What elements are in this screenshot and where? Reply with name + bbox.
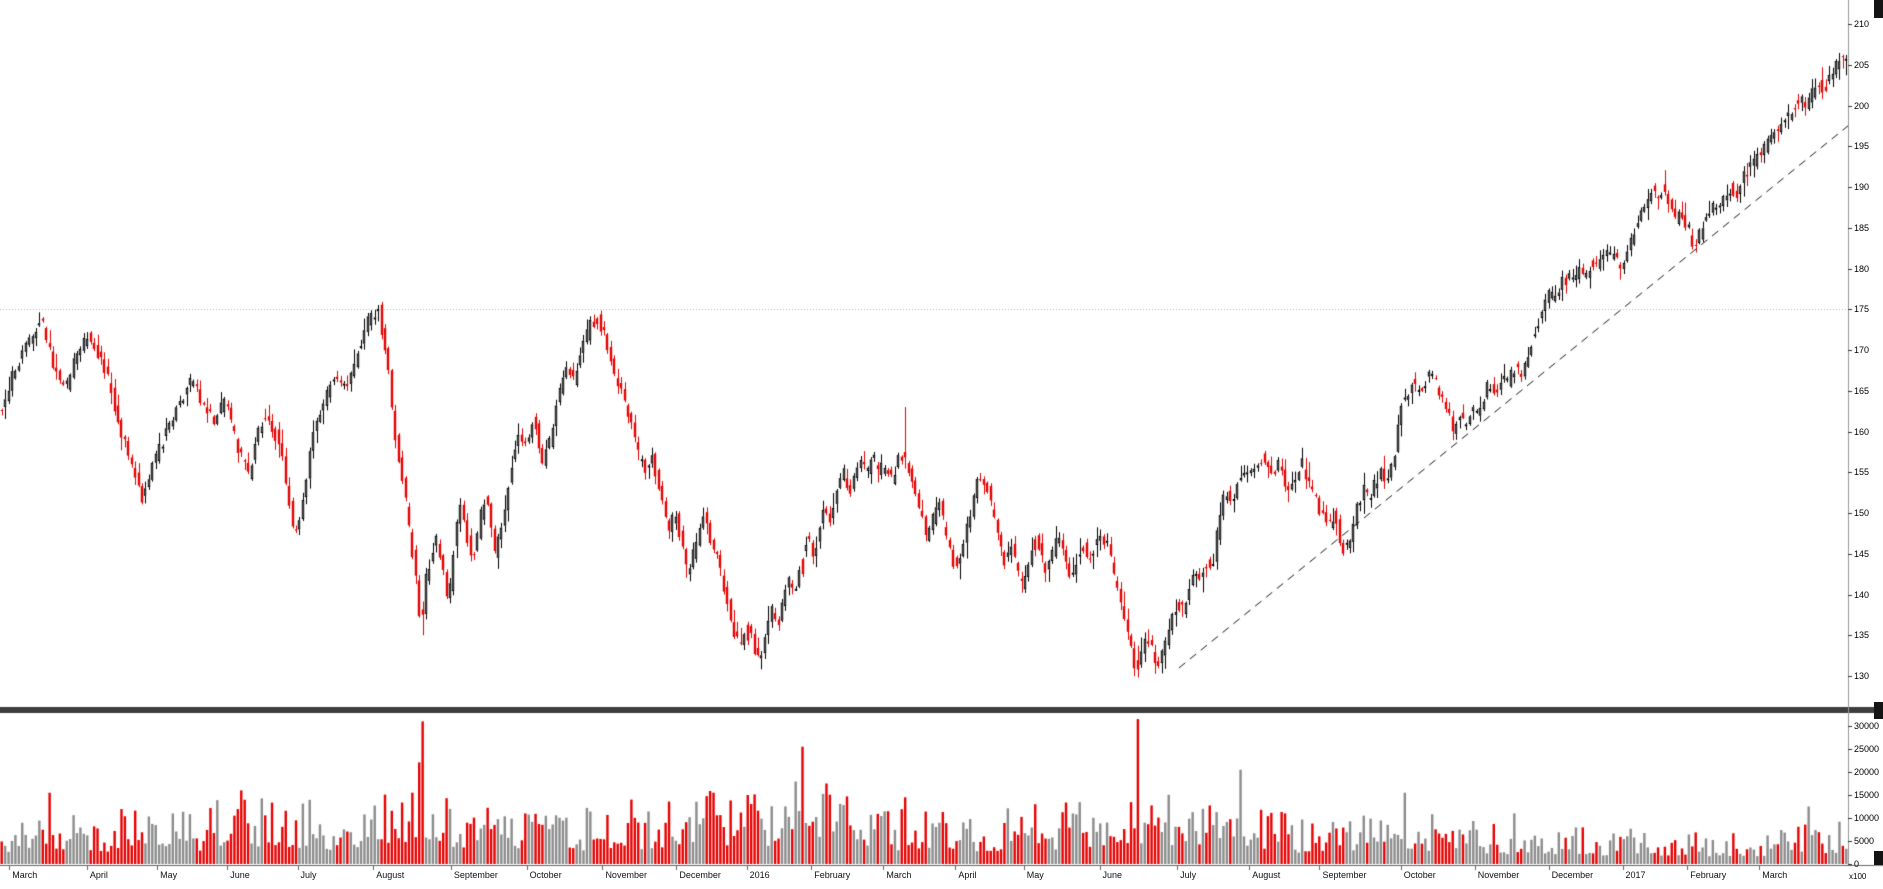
price-tick-label: 135	[1854, 630, 1870, 641]
price-tick-label: 170	[1854, 345, 1870, 355]
time-tick-label: October	[1403, 870, 1436, 880]
time-tick-label: March	[12, 870, 38, 880]
price-tick-label: 160	[1854, 426, 1870, 437]
time-tick-label: March	[886, 870, 912, 880]
price-tick-label: 195	[1854, 141, 1870, 152]
volume-tick-label: 25000	[1854, 744, 1880, 754]
time-tick-label: June	[1102, 870, 1123, 880]
time-tick-label: August	[376, 870, 405, 880]
price-tick-label: 175	[1854, 304, 1870, 315]
time-tick-label: May	[160, 870, 178, 880]
time-tick-label: December	[1551, 870, 1594, 880]
scale-handle-bottom[interactable]	[1874, 851, 1883, 865]
time-tick-label: July	[1180, 870, 1197, 880]
price-tick-label: 155	[1854, 467, 1870, 478]
panel-resize-handle[interactable]	[1874, 702, 1883, 719]
time-tick-label: April	[958, 870, 977, 880]
price-tick-label: 205	[1854, 59, 1870, 70]
time-tick-label: July	[300, 870, 317, 880]
volume-tick-label: 20000	[1854, 767, 1880, 777]
volume-tick-label: 5000	[1854, 836, 1875, 846]
time-tick-label: May	[1026, 870, 1044, 880]
price-tick-label: 130	[1854, 671, 1870, 681]
price-tick-label: 210	[1854, 19, 1870, 29]
price-tick-label: 140	[1854, 589, 1870, 600]
time-tick-label: November	[605, 870, 647, 880]
volume-tick-label: 0	[1854, 859, 1860, 869]
scale-handle-top[interactable]	[1874, 0, 1883, 18]
time-tick-label: November	[1477, 870, 1520, 880]
time-tick-label: March	[1762, 870, 1788, 880]
time-tick-label: June	[230, 870, 250, 880]
time-tick-label: September	[1322, 870, 1367, 880]
time-tick-label: October	[529, 870, 562, 880]
price-tick-label: 180	[1854, 263, 1870, 274]
volume-scale-note: x100	[1849, 872, 1867, 881]
time-tick-label: 2017	[1625, 870, 1646, 880]
time-tick-label: April	[89, 870, 108, 880]
price-tick-label: 145	[1854, 548, 1870, 559]
time-tick-label: September	[453, 870, 498, 880]
price-tick-label: 190	[1854, 182, 1870, 192]
time-tick-label: August	[1252, 870, 1281, 880]
price-tick-label: 185	[1854, 222, 1870, 233]
volume-tick-label: 10000	[1854, 813, 1880, 823]
price-tick-label: 200	[1854, 100, 1870, 111]
price-tick-label: 165	[1854, 385, 1870, 396]
time-tick-label: February	[1690, 870, 1727, 880]
volume-tick-label: 30000	[1854, 721, 1880, 731]
time-tick-label: 2016	[749, 870, 770, 880]
volume-tick-label: 15000	[1854, 790, 1880, 800]
price-tick-label: 150	[1854, 508, 1870, 518]
time-tick-label: December	[679, 870, 721, 880]
time-tick-label: February	[814, 870, 851, 880]
